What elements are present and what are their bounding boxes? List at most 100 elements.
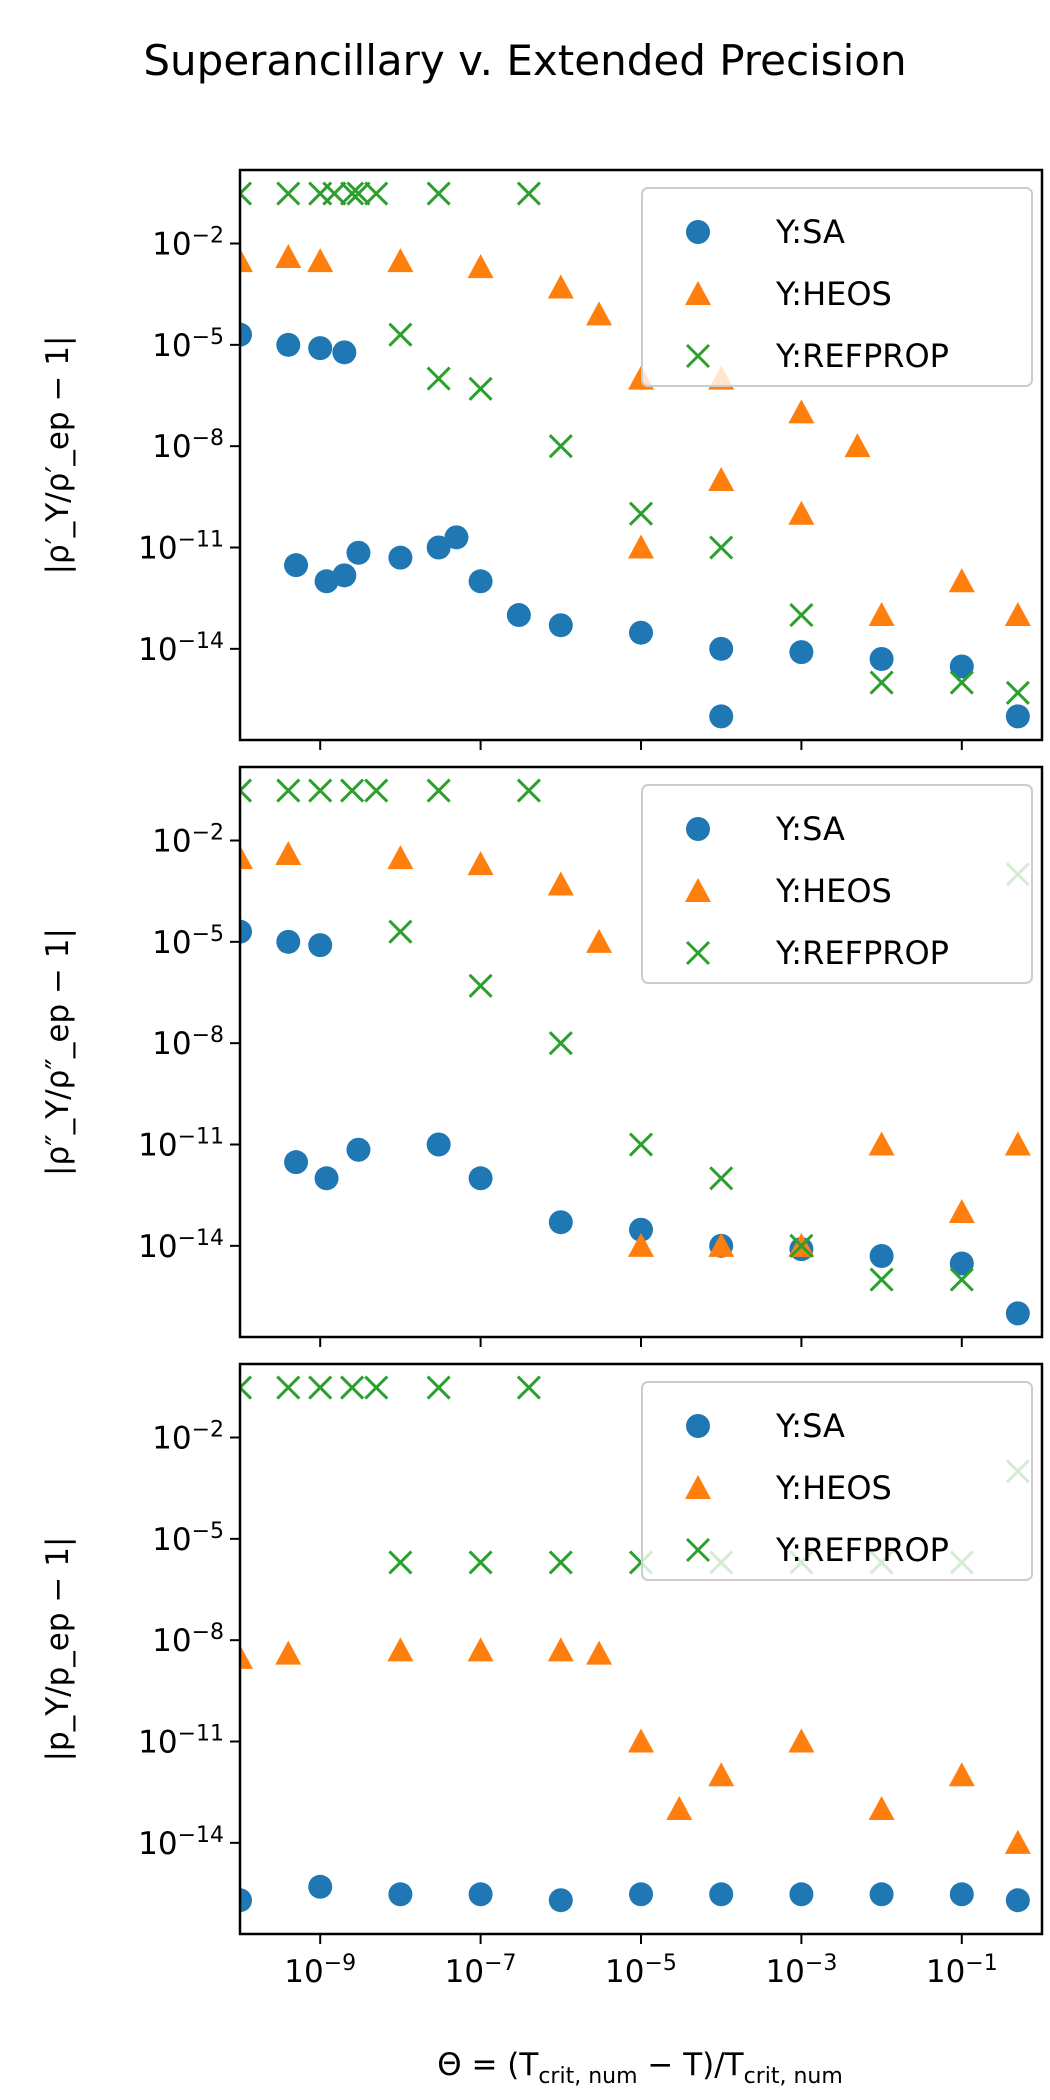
data-point	[516, 1375, 541, 1400]
data-point	[869, 1244, 894, 1269]
data-point	[869, 1267, 894, 1292]
data-point	[332, 340, 357, 365]
legend-box	[641, 784, 1033, 984]
data-point	[949, 1267, 974, 1292]
data-point	[467, 851, 494, 876]
data-point	[340, 1375, 365, 1400]
y-axis-label: |p_Y/p_ep − 1|	[40, 1537, 76, 1762]
data-point	[709, 704, 734, 729]
data-point	[628, 1132, 654, 1157]
data-point	[868, 1796, 895, 1821]
legend-box	[641, 1381, 1033, 1581]
y-tick-label: 10−2	[152, 820, 224, 860]
data-point	[685, 1475, 711, 1499]
series-circle	[240, 322, 1030, 729]
data-point	[388, 1882, 413, 1907]
data-point	[629, 1217, 653, 1242]
data-point	[275, 1640, 302, 1665]
data-point	[949, 1251, 974, 1276]
data-point	[949, 1882, 974, 1907]
data-point	[426, 1132, 451, 1157]
data-point	[346, 540, 371, 565]
data-point	[468, 1882, 493, 1907]
y-tick-label: 10−2	[152, 1417, 224, 1457]
data-point	[240, 181, 253, 206]
x-tick-label: 10−9	[284, 1951, 356, 1991]
data-point	[346, 1137, 371, 1162]
data-point	[468, 569, 493, 594]
legend-label: Y:REFPROP	[775, 337, 949, 375]
data-point	[789, 1233, 814, 1258]
data-point	[364, 181, 389, 206]
data-point	[548, 613, 573, 638]
y-tick-label: 10−8	[152, 426, 224, 466]
data-point	[346, 181, 371, 206]
legend-box	[641, 187, 1033, 387]
data-point	[788, 500, 815, 525]
data-point	[869, 1882, 894, 1907]
data-point	[948, 1199, 975, 1224]
data-point	[548, 1210, 573, 1235]
data-point	[467, 254, 494, 279]
data-point	[426, 181, 451, 206]
data-point	[685, 1537, 711, 1563]
suptitle: Superancillary v. Extended Precision	[143, 36, 906, 85]
series-triangle	[240, 1637, 1031, 1854]
data-point	[468, 1550, 493, 1575]
legend-label: Y:REFPROP	[775, 934, 949, 972]
y-tick-label: 10−5	[152, 324, 224, 364]
series-circle	[240, 919, 1030, 1326]
data-point	[666, 1796, 693, 1821]
data-point	[276, 332, 301, 357]
data-point	[686, 1414, 710, 1438]
data-point	[516, 181, 541, 206]
y-tick-label: 10−14	[138, 1822, 224, 1862]
data-point	[276, 929, 301, 954]
data-point	[387, 845, 414, 870]
legend-label: Y:SA	[775, 810, 845, 848]
data-point	[1005, 680, 1030, 705]
data-point	[685, 281, 711, 305]
data-point	[869, 670, 894, 695]
data-point	[685, 878, 711, 902]
series-x	[240, 778, 1030, 1292]
data-point	[586, 928, 613, 953]
data-point	[516, 778, 541, 803]
data-point	[948, 568, 975, 593]
data-point	[240, 248, 253, 273]
data-point	[364, 1375, 389, 1400]
data-point	[708, 1762, 735, 1787]
data-point	[240, 1375, 253, 1400]
data-point	[388, 322, 413, 347]
x-tick-label: 10−1	[926, 1951, 998, 1991]
panel-3: 10−2 10−5 10−8 10−11 10−14 10−9 10−7 10−5 10−3 10…	[40, 1362, 1044, 1991]
data-point	[506, 603, 531, 628]
data-point	[628, 1728, 654, 1753]
data-point	[789, 640, 814, 665]
data-point	[467, 1637, 494, 1662]
data-point	[240, 322, 252, 347]
y-axis-label: |ρ′_Y/ρ′_ep − 1|	[40, 336, 76, 575]
data-point	[276, 181, 301, 206]
data-point	[1004, 1131, 1031, 1156]
data-point	[709, 1166, 734, 1191]
data-point	[468, 376, 493, 401]
data-point	[548, 1550, 573, 1575]
legend-label: Y:HEOS	[775, 872, 892, 910]
data-point	[364, 778, 389, 803]
y-tick-label: 10−8	[152, 1023, 224, 1063]
data-point	[548, 1888, 573, 1913]
series-circle	[240, 1874, 1030, 1913]
data-point	[275, 243, 302, 268]
y-tick-label: 10−11	[138, 1721, 224, 1761]
y-axis-label: |ρ″_Y/ρ″_ep − 1|	[40, 928, 76, 1176]
data-point	[426, 1375, 451, 1400]
data-point	[308, 1375, 333, 1400]
data-point	[1004, 602, 1031, 627]
legend-label: Y:SA	[775, 213, 845, 251]
data-point	[284, 1150, 309, 1175]
data-point	[788, 1728, 815, 1753]
data-point	[426, 366, 451, 391]
data-point	[547, 274, 574, 299]
data-point	[1005, 1888, 1030, 1913]
